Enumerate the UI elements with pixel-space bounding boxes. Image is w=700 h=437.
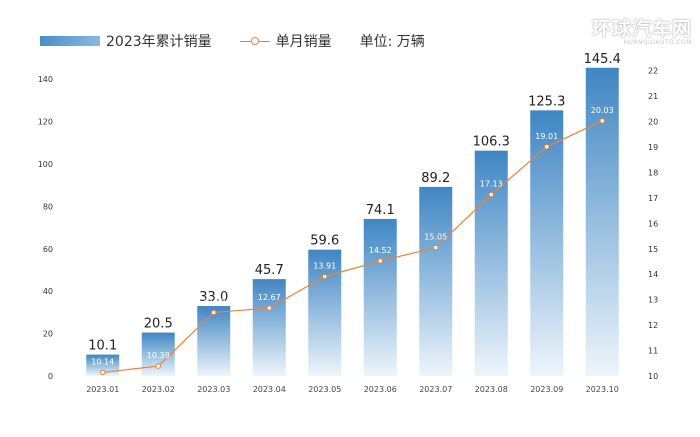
y-tick-label: 0	[48, 372, 53, 381]
line-value-label: 13.91	[313, 262, 336, 271]
bar-value-label: 20.5	[144, 317, 173, 332]
x-tick-label: 2023.03	[197, 385, 230, 394]
bar-value-label: 33.0	[199, 290, 228, 305]
y2-tick-label: 17	[648, 194, 658, 203]
bar-value-label: 106.3	[473, 135, 510, 150]
bar	[530, 110, 564, 376]
y-tick-label: 20	[43, 330, 53, 339]
line-value-labels: 10.14 10.39 12.50 12.67 13.91 14.52 15.05 17.13…	[91, 106, 613, 367]
legend-item-cumulative: 2023年累计销量	[40, 31, 212, 51]
watermark-text: 环球汽车网	[591, 18, 692, 40]
bar	[474, 150, 508, 376]
watermark-logo: 环球汽车网 HUANQIUAUTO.COM	[592, 14, 692, 46]
line-point	[599, 118, 605, 124]
line-point	[322, 273, 328, 280]
y-tick-label: 120	[38, 118, 53, 127]
bar	[197, 306, 231, 376]
watermark-subtext: HUANQIUAUTO.COM	[623, 39, 692, 46]
line-value-label: 10.14	[91, 357, 114, 366]
x-tick-label: 2023.06	[364, 385, 397, 394]
bar	[252, 279, 286, 376]
line-point	[266, 305, 272, 311]
legend-item-monthly: 单月销量	[239, 31, 332, 51]
x-tick-label: 2023.08	[475, 385, 508, 394]
bar-series	[86, 67, 619, 376]
y-tick-label: 140	[38, 75, 53, 84]
line-value-label: 12.67	[258, 293, 281, 302]
x-tick-label: 2023.04	[253, 385, 286, 394]
chart-legend: 2023年累计销量 单月销量 单位: 万辆	[40, 31, 425, 51]
line-value-label: 15.05	[424, 233, 447, 242]
bar	[419, 186, 453, 376]
y-tick-label: 100	[38, 160, 53, 169]
line-value-label: 10.39	[147, 351, 170, 360]
x-tick-label: 2023.05	[308, 385, 341, 394]
unit-label: 单位: 万辆	[359, 34, 425, 50]
line-value-label: 20.03	[591, 106, 614, 115]
y2-tick-label: 19	[648, 143, 658, 152]
line-path	[102, 120, 603, 374]
y2-tick-label: 22	[648, 67, 658, 76]
line-point	[100, 369, 106, 376]
y-axis-left: 0 20 40 60 80 100 120 140	[38, 75, 53, 381]
line-point	[377, 258, 383, 264]
line-point	[488, 191, 494, 198]
bar-value-label: 145.4	[584, 52, 621, 67]
line-point	[544, 144, 550, 150]
y2-tick-label: 12	[648, 321, 658, 330]
y-tick-label: 60	[43, 245, 53, 254]
y2-tick-label: 21	[648, 92, 658, 101]
legend-label-monthly: 单月销量	[275, 34, 332, 50]
y2-tick-label: 10	[648, 372, 658, 381]
bar-value-label: 59.6	[310, 234, 339, 249]
x-tick-label: 2023.10	[586, 385, 619, 394]
bar	[363, 218, 397, 376]
line-series	[100, 118, 605, 376]
x-axis: 2023.01 2023.02 2023.03 2023.04 2023.05 2023.…	[86, 385, 619, 394]
y2-tick-label: 20	[648, 118, 658, 127]
line-value-label: 12.50	[202, 297, 225, 306]
legend-bar-swatch	[40, 36, 100, 46]
bar-value-label: 74.1	[366, 203, 395, 218]
y2-tick-label: 13	[648, 296, 658, 305]
line-point	[433, 244, 439, 251]
x-tick-label: 2023.02	[142, 385, 175, 394]
y2-tick-label: 18	[648, 168, 658, 177]
bar-value-label: 89.2	[421, 171, 450, 186]
bar-value-label: 45.7	[255, 263, 284, 278]
y2-tick-label: 14	[648, 270, 658, 279]
legend-line-swatch	[239, 36, 270, 46]
bar-value-labels: 10.1 20.5 33.0 45.7 59.6 74.1 89.2 106.3 125.3 14…	[88, 52, 621, 354]
y2-tick-label: 15	[648, 245, 658, 254]
legend-label-cumulative: 2023年累计销量	[106, 34, 212, 50]
line-value-label: 14.52	[369, 246, 392, 255]
line-point	[155, 363, 161, 369]
line-point	[211, 309, 217, 316]
y-tick-label: 40	[43, 287, 53, 296]
line-value-label: 19.01	[535, 132, 558, 141]
y2-tick-label: 11	[648, 347, 658, 356]
bar	[86, 354, 120, 376]
x-tick-label: 2023.07	[419, 385, 452, 394]
bar	[308, 249, 342, 376]
line-value-label: 17.13	[480, 180, 503, 189]
y-axis-right: 10 11 12 13 14 15 16 17 18 19 20 21 22	[648, 67, 658, 381]
x-tick-label: 2023.01	[86, 385, 119, 394]
bar-value-label: 10.1	[88, 339, 117, 354]
y-tick-label: 80	[43, 202, 53, 211]
bar-value-label: 125.3	[528, 94, 565, 109]
y2-tick-label: 16	[648, 219, 658, 228]
x-tick-label: 2023.09	[530, 385, 563, 394]
